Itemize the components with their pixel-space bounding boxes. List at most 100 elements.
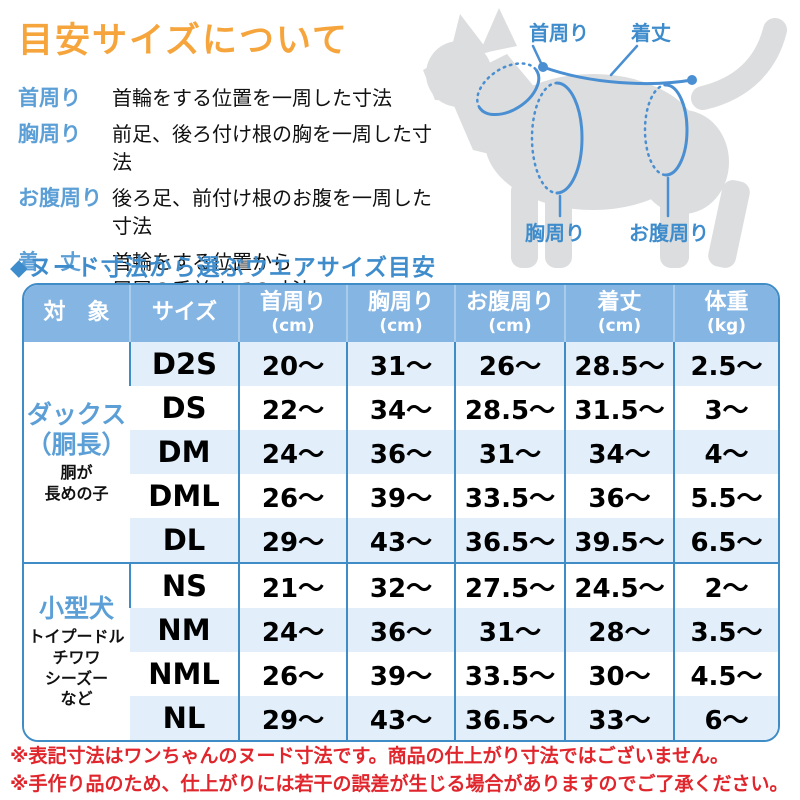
table-row: NM 24〜 36〜 31〜 28〜 3.5〜 [24,608,778,652]
measurement-value-cell: 24〜 [238,608,347,652]
section-heading: ◆ヌード寸法から選ぶウエアサイズ目安 [10,255,436,281]
definition-row: 首周り 首輪をする位置を一周した寸法 [18,84,438,112]
target-group-name: 小型犬 [38,593,114,623]
neck-leader-line [531,44,543,65]
table-row: NL 29〜 43〜 36.5〜 33〜 6〜 [24,696,778,740]
length-leader-line [609,44,639,77]
target-group-name: （胴長） [26,429,127,459]
header-cell-unit: (cm) [379,316,423,337]
measurement-value-cell: 29〜 [238,696,347,740]
header-cell-label: 対 象 [43,300,110,326]
back-length-line [538,62,697,86]
measurement-value-cell: 6.5〜 [673,518,778,563]
measurement-value-cell: 36.5〜 [454,518,565,563]
measurement-value-cell: 26〜 [238,474,347,518]
target-group-cell: 小型犬 トイプードル チワワ シーズー など [24,562,130,740]
chest-girth-ring [530,81,584,195]
size-code-cell: DS [161,391,207,425]
header-cell-label: 体重 [704,290,749,316]
measurement-value-cell: 31〜 [346,342,455,386]
table-row: ダックス （胴長） 胴が 長めの子 D2S 20〜 31〜 26〜 28.5〜 2.5〜 [24,342,778,563]
measurement-value-cell: 29〜 [238,518,347,563]
header-cell-label: サイズ [151,300,218,326]
measurement-value-cell: 33.5〜 [454,474,565,518]
measurement-value-cell: 34〜 [346,386,455,430]
page-title: 目安サイズについて [18,21,349,61]
size-code-cell: DM [130,430,239,474]
header-cell: 着丈 (cm) [564,285,674,342]
measurement-value-cell: 2〜 [673,562,778,608]
table-row: DS 22〜 34〜 28.5〜 31.5〜 3〜 [24,386,778,430]
measurement-value-cell: 43〜 [346,696,455,740]
target-group-description: 胴が 長めの子 [44,462,109,503]
size-code-cell: DML [148,479,220,513]
measurement-value-cell: 36〜 [346,430,455,474]
header-cell: サイズ [129,285,239,342]
target-group-cell: ダックス （胴長） 胴が 長めの子 [24,342,130,563]
measurement-value-cell: 26〜 [238,652,347,696]
header-cell: 首周り (cm) [238,285,347,342]
measurement-value-cell: 22〜 [238,386,347,430]
header-cell-label: 首周り [259,290,326,316]
table-row: 小型犬 トイプードル チワワ シーズー など NS 21〜 32〜 27.5〜 24.5〜 2〜 [24,562,778,740]
definition-text: 前足、後ろ付け根の胸を一周した寸法 [112,122,432,174]
size-code-cell: NL [130,696,239,740]
size-table-wrap: 対 象サイズ 首周り (cm) 胸周り (cm) お腹周り (cm) 着丈 (cm) 体重 (kg)… [22,283,780,742]
measurement-value-cell: 20〜 [238,342,347,386]
measurement-value-cell: 21〜 [238,562,347,608]
header-cell: 胸周り (cm) [346,285,455,342]
definition-text: 首輪をする位置を一周した寸法 [112,86,392,110]
measurement-value-cell: 4〜 [673,430,778,474]
size-code-cell: NM [130,608,239,652]
measurement-value-cell: 3.5〜 [673,608,778,652]
size-code-cell: D2S [129,342,239,386]
measurement-value-cell: 34〜 [564,430,674,474]
size-code-cell: NML [148,657,220,691]
measurement-value-cell: 31.5〜 [564,386,674,430]
header-row: 対 象サイズ 首周り (cm) 胸周り (cm) お腹周り (cm) 着丈 (cm) 体重 (kg) [24,285,778,342]
header-cell-unit: (cm) [597,316,642,337]
measurement-value-cell: 30〜 [564,652,674,696]
definition-term: 胸周り [18,122,81,146]
measurement-value-cell: 3〜 [673,386,778,430]
header-cell-label: 着丈 [597,290,642,316]
diagram-label-belly: お腹周り [629,221,709,245]
diagram-label-back-length: 着丈 [631,21,671,45]
measurement-value-cell: 28.5〜 [564,342,674,386]
table-row: DM 24〜 36〜 31〜 34〜 4〜 [24,430,778,474]
measurement-value-cell: 27.5〜 [454,562,565,608]
measurement-value-cell: 4.5〜 [673,652,778,696]
dog-silhouette [423,8,787,268]
table-row: NML 26〜 39〜 33.5〜 30〜 4.5〜 [24,652,778,696]
measurement-value-cell: 33.5〜 [454,652,565,696]
definition-row: 胸周り 前足、後ろ付け根の胸を一周した寸法 [18,120,438,176]
header-cell: 体重 (kg) [673,285,778,342]
target-group-name: ダックス [26,399,127,429]
measurement-value-cell: 6〜 [673,696,778,740]
measurement-value-cell: 36〜 [564,474,674,518]
measurement-value-cell: 39〜 [346,652,455,696]
measurement-value-cell: 39〜 [346,474,455,518]
header-cell-label: 胸周り [367,290,434,316]
definition-row: お腹周り 後ろ足、前付け根のお腹を一周した寸法 [18,184,438,240]
header-cell-unit: (kg) [706,316,746,337]
belly-girth-ring [643,83,689,177]
note-line: ※手作り品のため、仕上がりには若干の誤差が生じる場合がありますのでご了承ください… [10,773,789,795]
measurement-value-cell: 36〜 [346,608,455,652]
measurement-value-cell: 33〜 [564,696,674,740]
size-code-cell: NS [129,562,239,608]
definition-term: お腹周り [18,186,102,210]
target-group-description: トイプードル チワワ シーズー など [28,626,125,709]
header-cell-label: お腹周り [465,290,554,316]
measurement-value-cell: 31〜 [454,430,565,474]
header-cell-unit: (cm) [488,316,532,337]
measurement-value-cell: 32〜 [346,562,455,608]
measurement-value-cell: 31〜 [454,608,565,652]
measurement-value-cell: 36.5〜 [454,696,565,740]
definition-term: 首周り [18,86,81,110]
measurement-value-cell: 43〜 [346,518,455,563]
size-code-cell: DL [130,518,239,563]
definition-text: 後ろ足、前付け根のお腹を一周した寸法 [112,186,432,238]
table-row: DL 29〜 43〜 36.5〜 39.5〜 6.5〜 [24,518,778,563]
measurement-value-cell: 28.5〜 [454,386,565,430]
